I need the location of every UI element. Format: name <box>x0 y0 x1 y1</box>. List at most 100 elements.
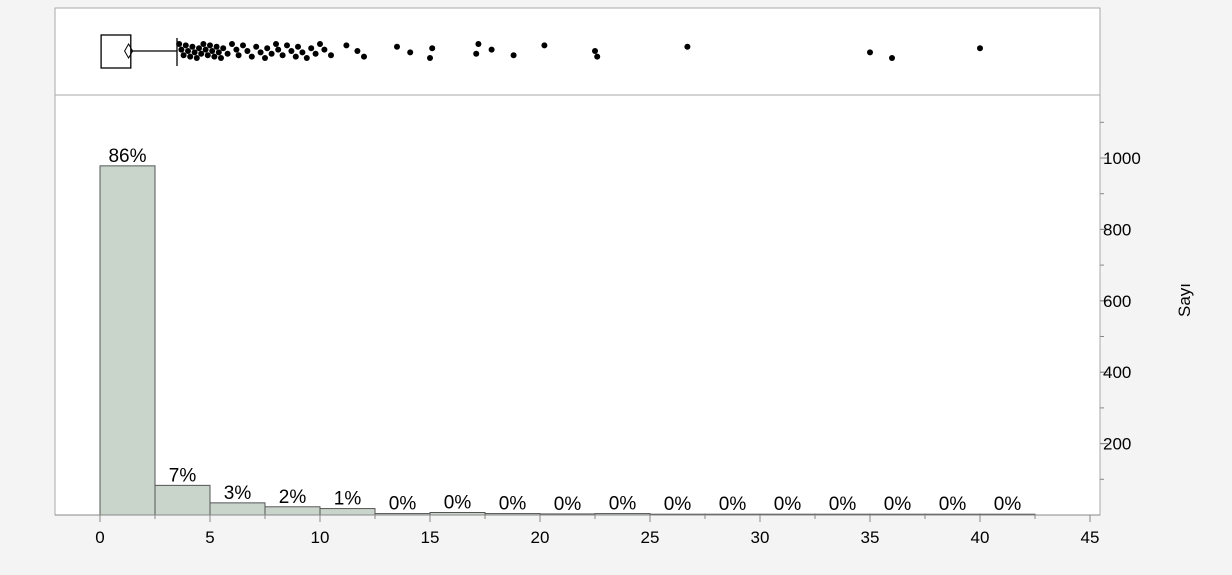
outlier-point <box>594 53 601 60</box>
histogram-panel <box>54 94 1101 516</box>
histogram-bar <box>264 506 321 516</box>
outlier-point <box>244 48 251 54</box>
outlier-point <box>510 52 517 59</box>
outlier-point <box>343 42 350 49</box>
outlier-point <box>475 41 482 47</box>
outlier-point <box>196 45 202 52</box>
x-tick-label: 25 <box>641 528 660 547</box>
histogram-bar <box>209 502 266 516</box>
y-tick-label: 800 <box>1103 220 1131 239</box>
outlier-point <box>328 52 334 59</box>
x-tick-label: 45 <box>1081 528 1100 547</box>
outlier-point <box>684 43 691 50</box>
outlier-point <box>321 46 328 53</box>
x-tick-label: 30 <box>751 528 770 547</box>
outlier-point <box>185 48 191 54</box>
outlier-point <box>253 43 260 50</box>
bar-percent-label: 7% <box>169 465 197 486</box>
outlier-point <box>977 45 983 52</box>
outlier-point <box>209 48 216 54</box>
x-tick-label: 10 <box>311 528 330 547</box>
outlier-point <box>248 53 255 60</box>
outlier-point <box>354 48 361 54</box>
outlier-point <box>215 49 222 56</box>
bar-percent-label: 0% <box>444 493 472 514</box>
outlier-point <box>178 46 185 53</box>
outlier-point <box>213 43 220 50</box>
outlier-point <box>198 50 205 57</box>
outlier-point <box>592 48 598 54</box>
outlier-point <box>299 49 306 56</box>
bar-percent-label: 0% <box>389 494 417 515</box>
bar-percent-label: 0% <box>499 494 527 515</box>
outlier-point <box>176 41 183 47</box>
outlier-point <box>204 52 211 59</box>
y-axis-label: Sayı <box>1175 283 1194 317</box>
outlier-point <box>394 43 400 50</box>
outlier-point <box>200 41 207 47</box>
outlier-point <box>295 43 301 50</box>
y-tick-label: 600 <box>1103 292 1131 311</box>
outlier-point <box>407 49 414 56</box>
bar-percent-label: 0% <box>719 494 747 515</box>
outlier-point <box>473 50 480 57</box>
bar-percent-label: 3% <box>224 483 252 504</box>
bar-percent-label: 0% <box>939 494 967 515</box>
outlier-point <box>273 41 279 47</box>
outlier-point <box>262 55 268 61</box>
x-axis: 0 5 10 15 20 25 30 35 40 45 <box>55 514 1100 547</box>
outlier-boxplot <box>100 34 983 69</box>
outlier-point <box>257 49 264 56</box>
x-tick-label: 15 <box>421 528 440 547</box>
y-tick-label: 200 <box>1103 435 1131 454</box>
outlier-point <box>889 55 895 61</box>
outlier-point <box>308 45 315 52</box>
plot-panels <box>54 7 1101 516</box>
x-tick-label: 35 <box>861 528 880 547</box>
bar-percent-label: 2% <box>279 487 307 508</box>
outlier-point <box>429 45 436 52</box>
outlier-point <box>218 55 224 61</box>
outlier-point <box>275 46 282 53</box>
outlier-point <box>211 53 218 60</box>
outlier-point <box>220 45 227 52</box>
outlier-point <box>361 53 367 60</box>
outlier-point <box>180 52 187 59</box>
outlier-point <box>303 55 310 61</box>
outlier-point <box>427 55 433 61</box>
x-tick-label: 5 <box>205 528 214 547</box>
bar-percent-label: 0% <box>829 494 857 515</box>
outlier-point <box>189 43 196 50</box>
outlier-point <box>224 50 231 57</box>
outlier-point <box>202 46 209 53</box>
outlier-point <box>279 52 286 59</box>
outlier-point <box>312 50 319 57</box>
outlier-point <box>867 49 873 56</box>
bar-percent-label: 0% <box>554 494 582 515</box>
outlier-point <box>193 55 200 61</box>
outlier-point <box>187 53 194 60</box>
bar-percent-labels: 86% 7% 3% 2% 1% 0% 0% 0% 0% 0% 0% 0% 0% 0% 0% 0% 0% <box>108 146 1021 515</box>
mean-diamond <box>124 42 134 60</box>
bar-percent-label: 0% <box>609 494 637 515</box>
bar-percent-label: 1% <box>334 489 362 510</box>
bar-percent-label: 0% <box>774 494 802 515</box>
outlier-point <box>288 48 295 54</box>
outlier-point <box>268 50 275 57</box>
outlier-point <box>182 42 189 49</box>
outlier-point <box>191 49 198 56</box>
bar-percent-label: 86% <box>108 146 146 167</box>
y-tick-label: 400 <box>1103 363 1131 382</box>
outlier-point <box>240 42 246 49</box>
outlier-point <box>541 42 548 49</box>
bar-percent-label: 0% <box>884 494 912 515</box>
y-tick-label: 1000 <box>1103 149 1141 168</box>
outlier-point <box>264 45 271 52</box>
x-tick-label: 40 <box>971 528 990 547</box>
outlier-point <box>284 42 290 49</box>
outlier-point <box>235 52 242 59</box>
outlier-point <box>233 46 240 53</box>
y-axis: 200 400 600 800 1000 <box>1100 121 1141 480</box>
